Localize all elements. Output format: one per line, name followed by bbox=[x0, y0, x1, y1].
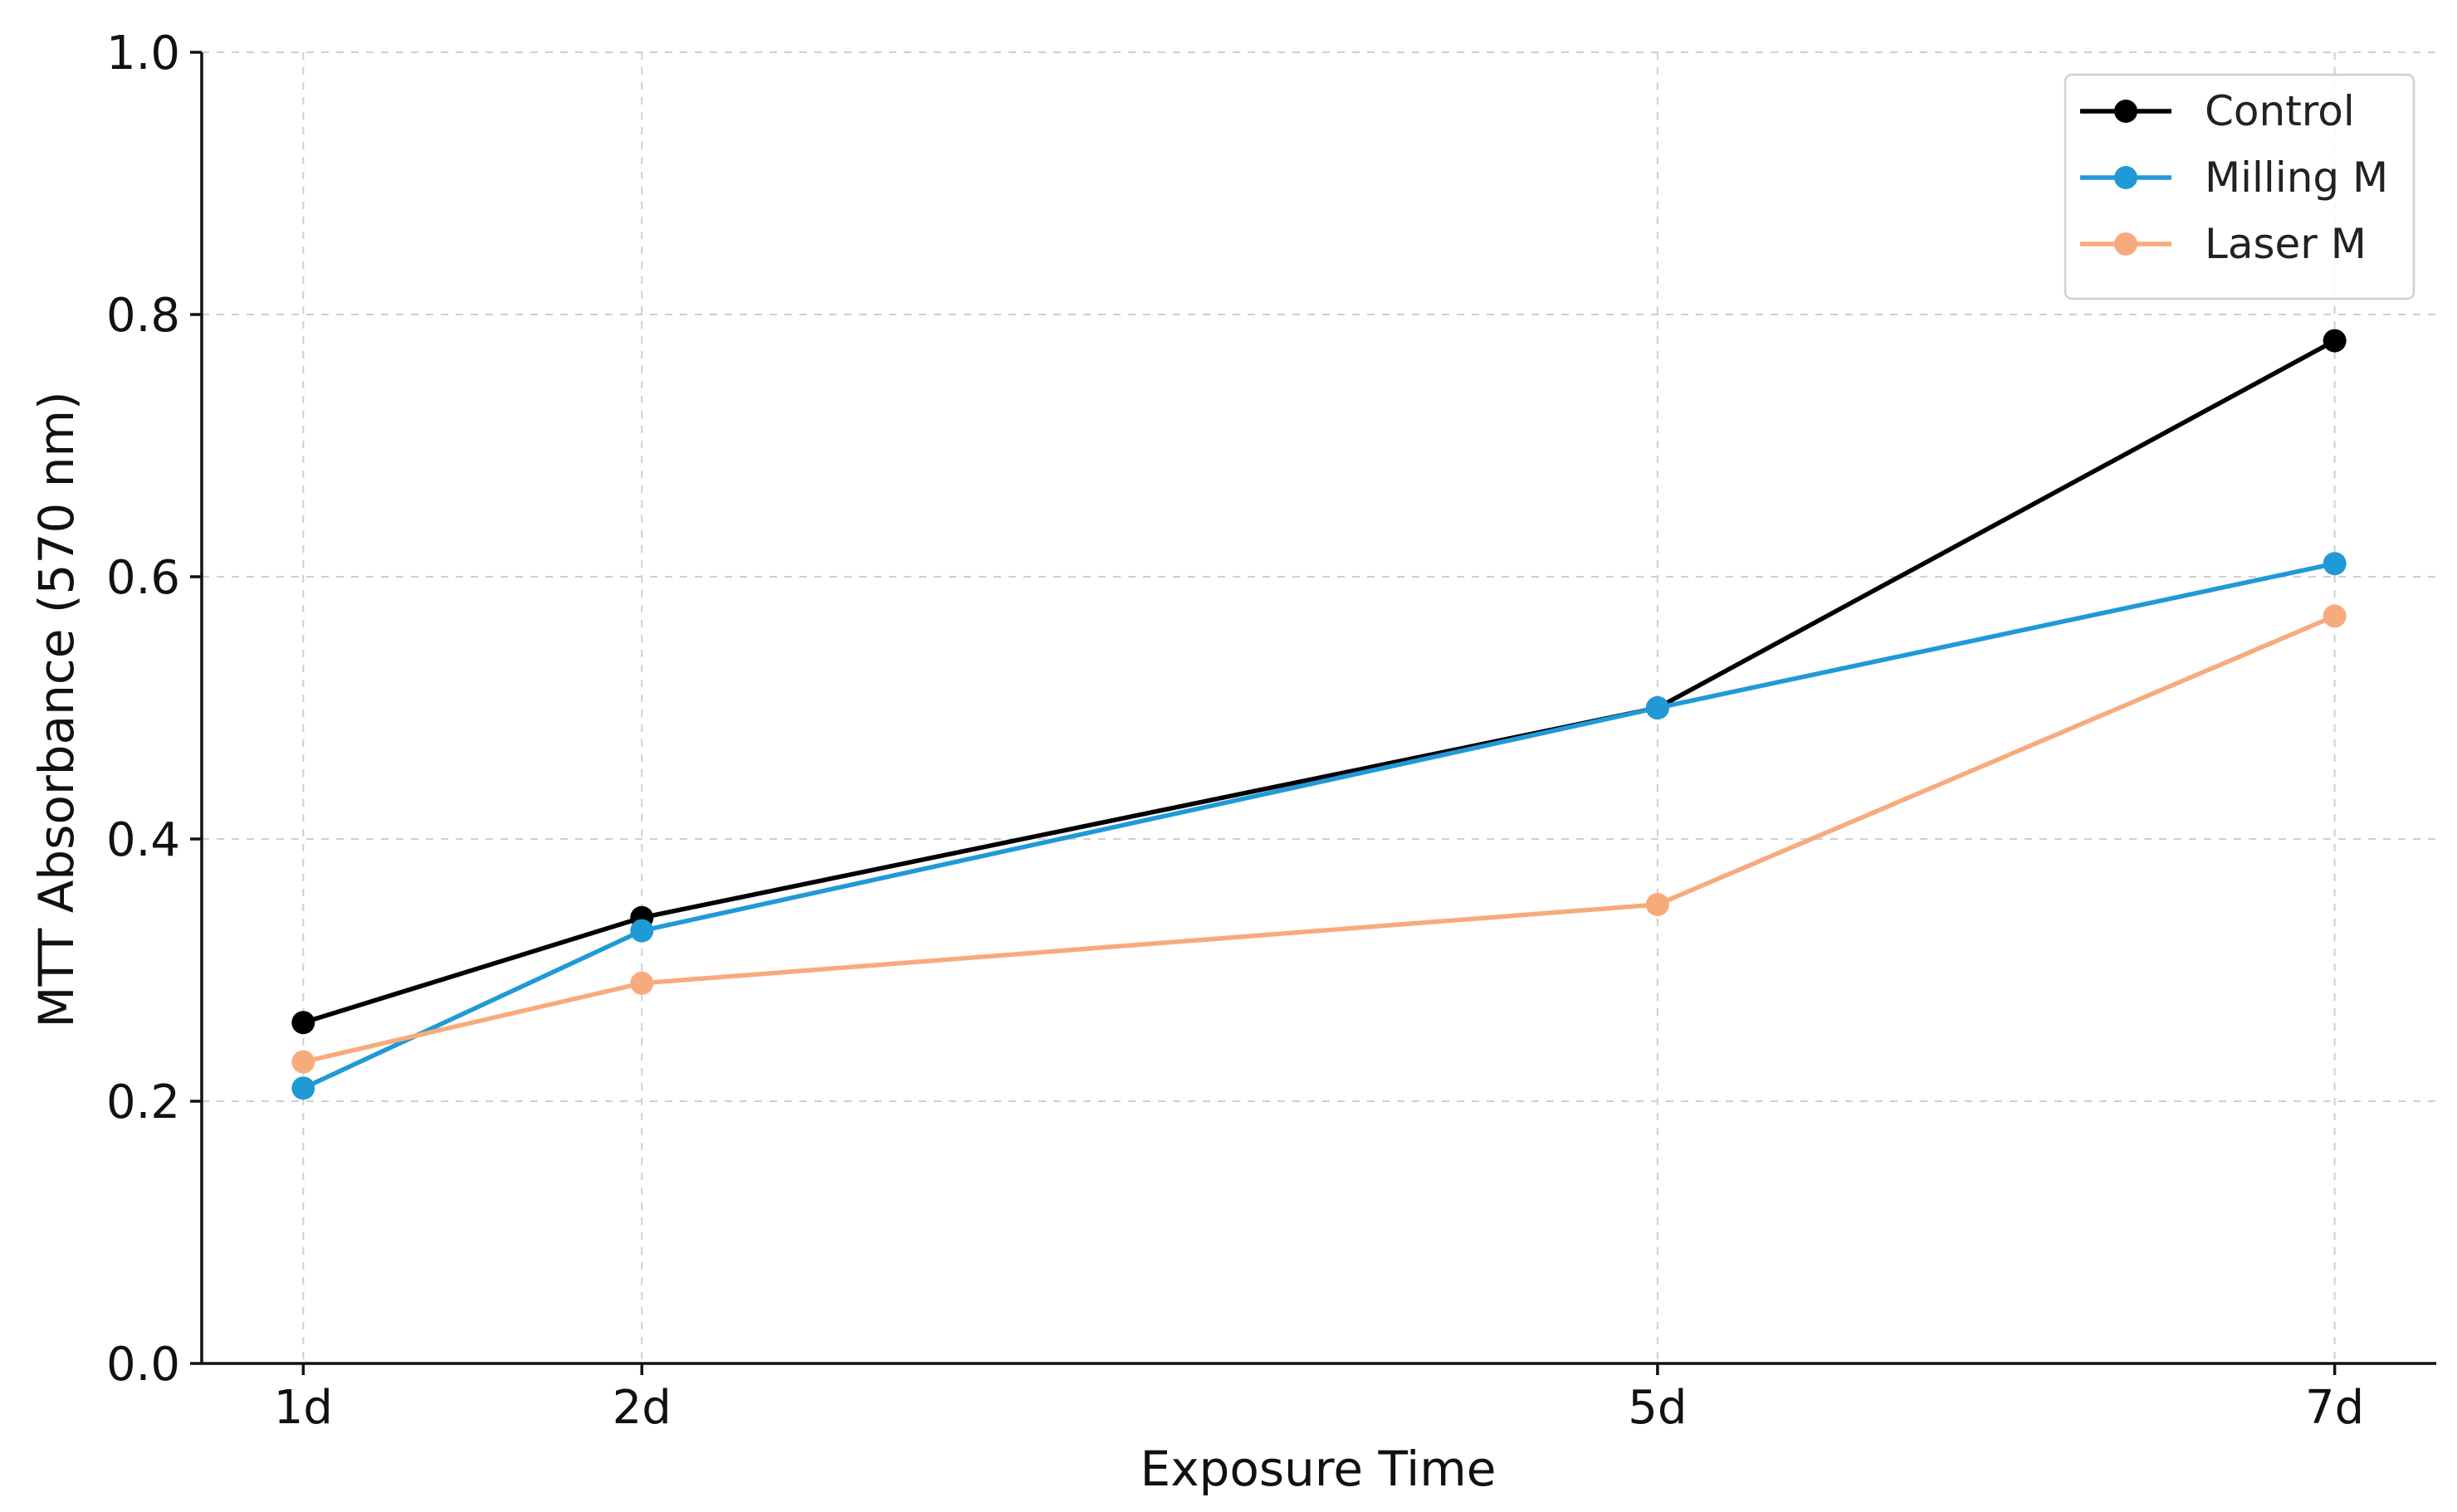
legend-label: Control bbox=[2205, 87, 2355, 135]
y-tick-label: 0.2 bbox=[106, 1075, 180, 1129]
data-point bbox=[291, 1076, 315, 1100]
x-tick-label: 5d bbox=[1628, 1381, 1687, 1435]
x-tick-label: 2d bbox=[613, 1381, 672, 1435]
x-tick-label: 7d bbox=[2305, 1381, 2364, 1435]
ticks: 0.0 0.2 0.4 0.6 0.8 1.0 1d 2d 5d 7d bbox=[106, 27, 2364, 1435]
data-point bbox=[630, 971, 654, 995]
series-line bbox=[302, 339, 2336, 1025]
y-tick-label: 0.0 bbox=[106, 1338, 180, 1392]
data-point bbox=[1645, 696, 1669, 719]
legend-item: Control bbox=[2080, 87, 2355, 135]
data-point bbox=[1645, 893, 1669, 916]
data-point bbox=[2323, 552, 2347, 576]
legend-item: Milling M bbox=[2080, 154, 2388, 202]
data-point bbox=[291, 1050, 315, 1074]
grid bbox=[202, 51, 2436, 1364]
series-line bbox=[302, 561, 2336, 1090]
data-point bbox=[2323, 329, 2347, 353]
x-axis-title: Exposure Time bbox=[1141, 1441, 1497, 1497]
y-tick-label: 1.0 bbox=[106, 27, 180, 80]
y-axis-title: MTT Absorbance (570 nm) bbox=[28, 391, 85, 1027]
series-control bbox=[291, 329, 2347, 1035]
series-laser-m bbox=[291, 604, 2347, 1074]
data-point bbox=[291, 1011, 315, 1035]
data-point bbox=[630, 919, 654, 943]
y-tick-label: 0.6 bbox=[106, 551, 180, 605]
data-point bbox=[2323, 604, 2347, 628]
series-milling-m bbox=[291, 552, 2347, 1100]
series-line bbox=[302, 613, 2336, 1065]
y-tick-label: 0.4 bbox=[106, 813, 180, 867]
axes bbox=[200, 52, 2436, 1365]
legend-label: Milling M bbox=[2205, 154, 2388, 202]
legend-item: Laser M bbox=[2080, 220, 2367, 268]
series-layer bbox=[291, 329, 2347, 1100]
y-tick-label: 0.8 bbox=[106, 289, 180, 343]
legend-marker bbox=[2114, 232, 2137, 256]
legend-marker bbox=[2114, 100, 2137, 123]
legend: Control Milling M Laser M bbox=[2064, 73, 2415, 300]
x-tick-label: 1d bbox=[274, 1381, 333, 1435]
legend-marker bbox=[2114, 166, 2137, 189]
legend-label: Laser M bbox=[2205, 220, 2367, 268]
